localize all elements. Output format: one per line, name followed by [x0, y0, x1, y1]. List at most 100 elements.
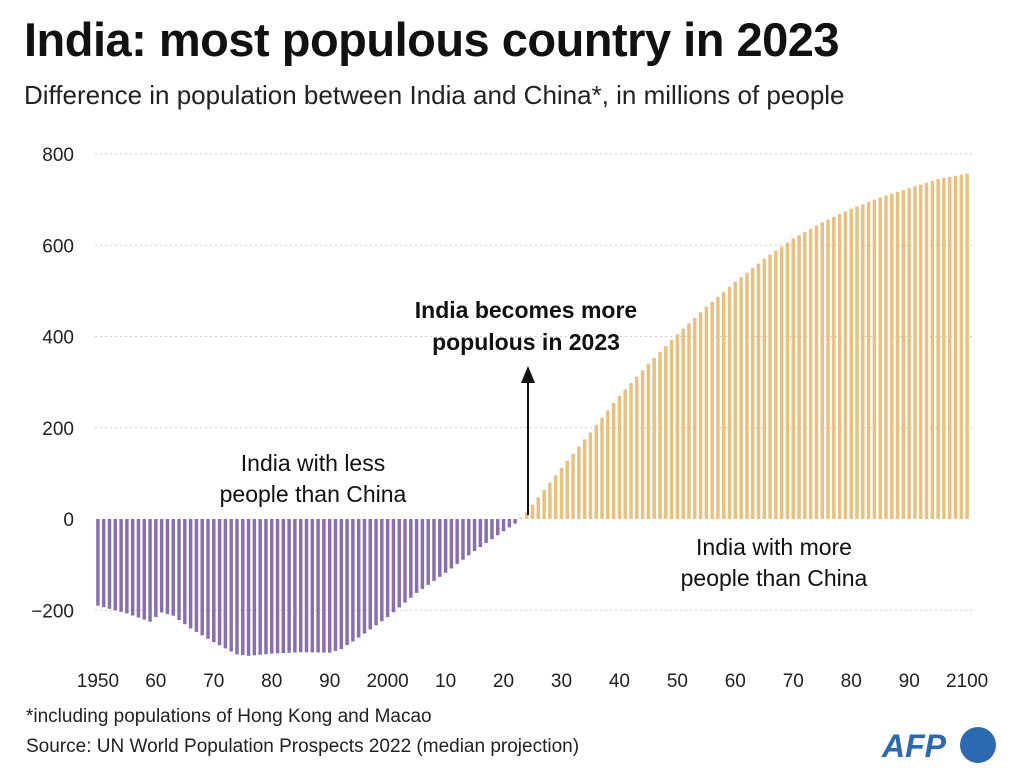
bar-1991: [333, 519, 338, 651]
bar-1958: [142, 519, 146, 620]
bar-2018: [490, 519, 494, 540]
bar-1955: [125, 519, 129, 614]
x-tick-label: 30: [551, 671, 572, 692]
bar-2016: [478, 519, 483, 548]
bar-2084: [872, 199, 877, 520]
x-tick-label: 40: [609, 671, 630, 692]
x-tick-label: 80: [261, 671, 282, 692]
bar-2004: [409, 519, 413, 598]
bar-1951: [101, 519, 106, 608]
x-tick-label: 50: [667, 671, 688, 692]
x-tick-label: 60: [725, 671, 746, 692]
bar-2100: [965, 173, 969, 519]
bar-1982: [281, 519, 286, 654]
bar-1956: [130, 519, 135, 616]
bar-2082: [861, 204, 865, 519]
bar-2087: [890, 193, 894, 519]
bar-2008: [432, 519, 436, 581]
bar-2076: [826, 219, 830, 519]
bar-1992: [339, 519, 344, 650]
bar-1970: [212, 519, 216, 643]
bar-2032: [571, 453, 575, 519]
bar-1988: [316, 519, 320, 653]
bar-2038: [606, 410, 610, 519]
bar-1987: [310, 519, 315, 653]
bar-2014: [467, 519, 471, 556]
bar-1976: [246, 519, 251, 656]
bar-2045: [646, 363, 651, 520]
bar-2069: [785, 242, 790, 519]
bar-2040: [617, 395, 622, 519]
bar-1974: [235, 519, 239, 655]
bar-2060: [733, 281, 738, 519]
bar-2021: [507, 519, 512, 528]
bar-2043: [635, 376, 639, 519]
y-tick-label: 0: [63, 510, 74, 531]
footnote: *including populations of Hong Kong and …: [26, 706, 432, 727]
x-tick-label: 20: [493, 671, 514, 692]
bar-2071: [797, 235, 801, 519]
bar-2058: [721, 291, 726, 519]
bar-2015: [472, 519, 477, 551]
bar-2097: [947, 176, 952, 519]
annotation-crossover-line2: populous in 2023: [432, 329, 620, 355]
bar-2034: [582, 439, 587, 519]
bar-2061: [739, 277, 743, 519]
bar-2093: [924, 182, 929, 520]
x-tick-label: 60: [145, 671, 166, 692]
bar-1952: [107, 519, 112, 609]
bar-2086: [884, 195, 888, 519]
bar-2037: [600, 417, 604, 519]
bar-2007: [426, 519, 430, 585]
bar-1965: [183, 519, 187, 625]
bar-2062: [745, 272, 749, 520]
bar-2065: [762, 258, 767, 519]
bar-2067: [774, 250, 778, 520]
x-tick-label: 2100: [946, 671, 988, 692]
x-tick-label: 2000: [366, 671, 408, 692]
bar-2079: [843, 211, 848, 520]
bar-2050: [675, 334, 680, 519]
bar-2095: [936, 179, 940, 519]
bar-1997: [368, 519, 372, 630]
crossover-arrow-head: [521, 366, 535, 383]
bar-2000: [385, 519, 390, 618]
bar-2098: [953, 175, 958, 519]
bar-1983: [287, 519, 291, 653]
bar-2044: [640, 370, 645, 519]
bar-2042: [629, 383, 633, 519]
x-tick-label: 90: [899, 671, 920, 692]
bar-2020: [501, 519, 506, 532]
bar-2026: [536, 497, 541, 519]
bar-2039: [611, 403, 616, 519]
bar-1966: [188, 519, 193, 629]
source-note: Source: UN World Population Prospects 20…: [26, 736, 580, 757]
y-axis-ticks: 800 600 400 200 0 −200: [31, 145, 74, 622]
bar-2063: [750, 268, 755, 519]
bar-2022: [513, 519, 517, 524]
annotation-crossover-line1: India becomes more: [415, 297, 637, 323]
bar-2041: [623, 389, 627, 519]
bar-1999: [380, 519, 384, 622]
bar-1989: [322, 519, 326, 653]
bar-1994: [351, 519, 355, 642]
bar-2033: [577, 446, 581, 519]
bar-2090: [907, 188, 911, 519]
x-tick-label: 10: [435, 671, 456, 692]
bar-1977: [252, 519, 257, 656]
bar-1960: [154, 519, 158, 618]
bar-1979: [264, 519, 268, 655]
bar-2019: [495, 519, 500, 536]
bar-1959: [148, 519, 152, 622]
bar-2055: [704, 306, 709, 519]
bar-2049: [669, 340, 674, 519]
bar-1957: [136, 519, 141, 618]
bar-2023: [519, 517, 523, 519]
bar-2046: [652, 357, 656, 519]
bar-2001: [391, 519, 396, 613]
x-axis-ticks: 1950 60 70 80 90 2000 10 20 30 40 50 60 70 80 90 2100: [77, 671, 988, 692]
y-tick-label: 400: [42, 328, 74, 349]
bar-2003: [403, 519, 407, 603]
bar-1995: [356, 519, 361, 638]
